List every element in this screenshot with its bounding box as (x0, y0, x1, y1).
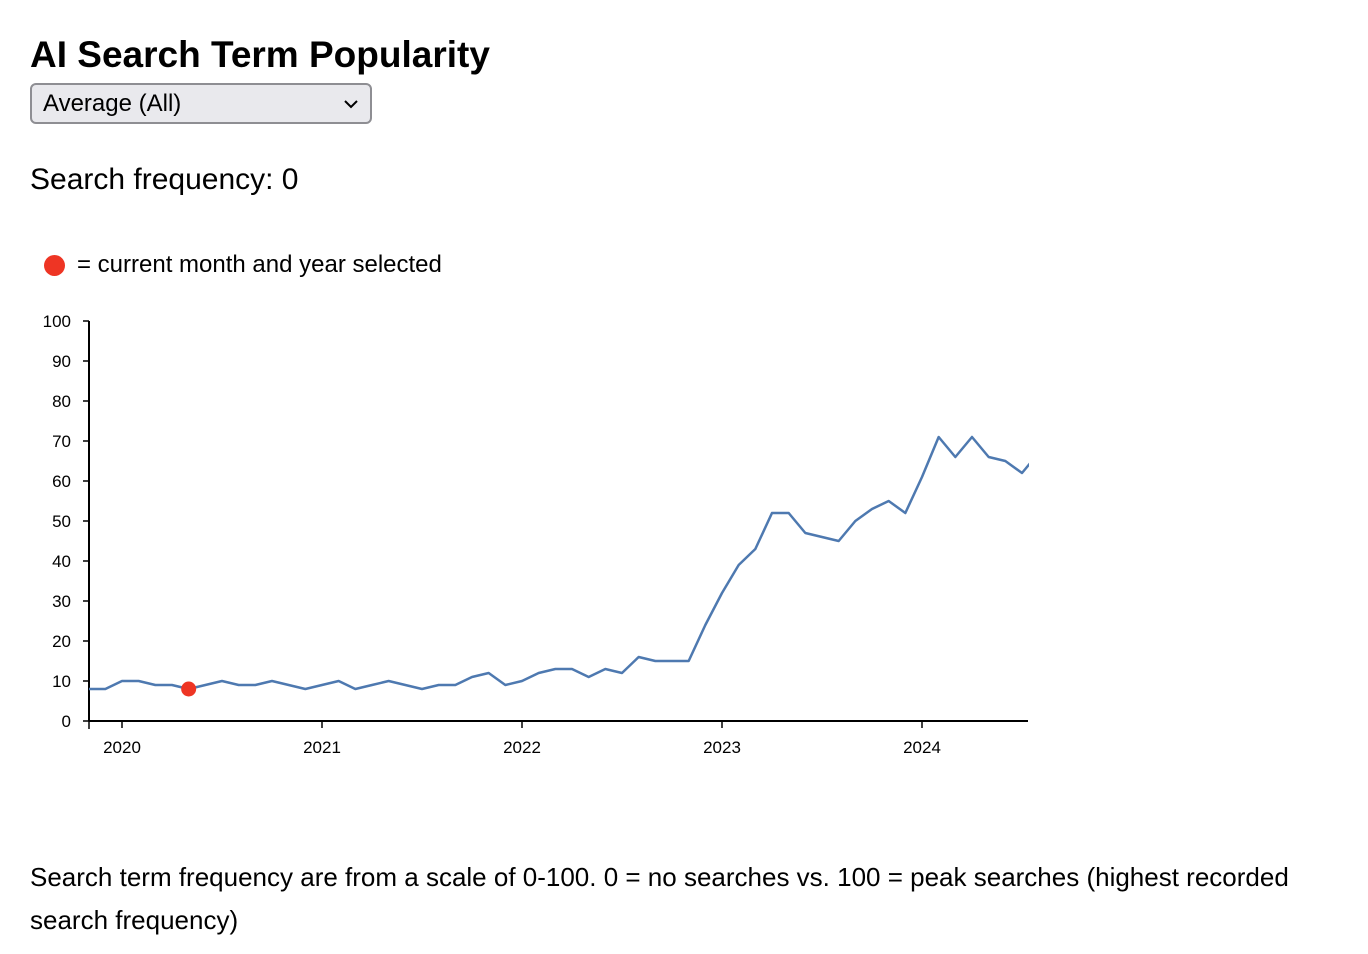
x-tick-label: 2021 (303, 738, 341, 757)
x-tick-label: 2022 (503, 738, 541, 757)
y-tick-label: 70 (52, 432, 71, 451)
y-tick-label: 50 (52, 512, 71, 531)
series-dropdown[interactable]: Average (All) (30, 83, 372, 124)
x-tick-label: 2020 (103, 738, 141, 757)
y-tick-label: 20 (52, 632, 71, 651)
y-tick-label: 10 (52, 672, 71, 691)
legend-dot (44, 254, 65, 276)
y-tick-label: 60 (52, 472, 71, 491)
y-tick-label: 100 (43, 312, 71, 331)
legend-text: = current month and year selected (77, 251, 442, 278)
y-tick-label: 30 (52, 592, 71, 611)
series-line (89, 435, 1029, 691)
line-chart: 0 10 20 30 40 50 60 70 80 90 100 2020 2021 2022 2023 20… (43, 312, 1029, 757)
legend: = current month and year selected (44, 251, 442, 279)
chevron-down-icon (344, 99, 358, 108)
footnote: Search term frequency are from a scale o… (30, 862, 1289, 935)
y-tick-label: 40 (52, 552, 71, 571)
page-title: AI Search Term Popularity (30, 34, 490, 75)
selected-month-marker (181, 681, 197, 697)
y-tick-label: 0 (62, 712, 71, 731)
x-tick-label: 2024 (903, 738, 941, 757)
x-tick-label: 2023 (703, 738, 741, 757)
y-tick-label: 80 (52, 392, 71, 411)
dropdown-value: Average (All) (43, 89, 182, 117)
search-frequency: Search frequency: 0 (30, 163, 299, 196)
y-tick-label: 90 (52, 352, 71, 371)
